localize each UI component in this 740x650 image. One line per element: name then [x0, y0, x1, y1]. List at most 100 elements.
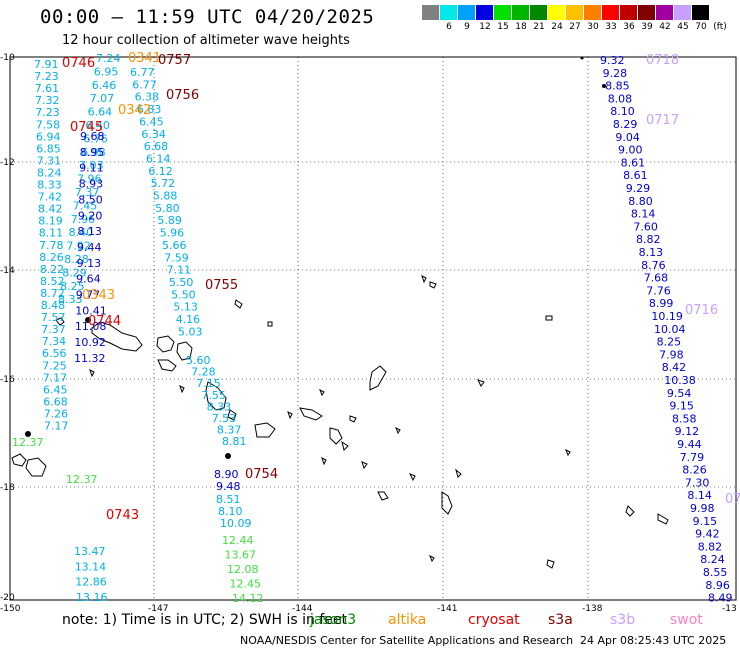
wave-height-value: 8.26 [682, 464, 707, 477]
wave-height-value: 6.68 [144, 140, 169, 153]
wave-height-value: 6.46 [92, 79, 117, 92]
wave-height-value: 7.26 [44, 408, 68, 421]
wave-height-value: 7.11 [167, 264, 192, 277]
wave-height-value: 6.45 [139, 115, 164, 128]
y-tick-label: -10 [0, 53, 15, 63]
island [179, 385, 185, 394]
wave-height-value: 7.59 [164, 251, 189, 264]
legend-swatch [548, 5, 565, 20]
wave-height-value: 12.44 [222, 534, 254, 547]
wave-height-value: 8.11 [39, 227, 64, 240]
wave-height-value: 5.66 [162, 239, 187, 252]
pass-time-label: 0342 [118, 103, 151, 118]
wave-height-value: 8.93 [79, 178, 104, 191]
wave-height-value: 7.68 [644, 272, 669, 285]
wave-height-value: 13.47 [74, 545, 106, 558]
wave-height-value: 8.95 [80, 146, 105, 159]
wave-height-value: 7.28 [191, 366, 216, 379]
island [234, 299, 243, 309]
wave-height-value: 5.03 [178, 325, 203, 338]
island [545, 315, 553, 321]
wave-height-value: 6.68 [43, 395, 68, 408]
wave-height-value: 8.76 [641, 259, 666, 272]
wave-height-value: 7.17 [43, 371, 67, 384]
legend-label: 30 [587, 22, 599, 32]
wave-height-value: 6.94 [36, 130, 61, 143]
x-tick-labels: -150 -147 -144 -141 -138 -13 [0, 604, 737, 614]
wave-height-value: 6.64 [88, 106, 113, 119]
island [421, 275, 427, 284]
wave-height-value: 8.72 [40, 287, 65, 300]
pass-time-label: 0716 [685, 303, 718, 318]
island [349, 415, 357, 423]
wave-height-value: 8.80 [628, 195, 653, 208]
wave-height-value: 9.15 [693, 515, 718, 528]
wave-height-value: 8.37 [217, 424, 242, 437]
wave-height-value: 7.92 [66, 240, 91, 253]
x-tick-label: -141 [437, 604, 457, 614]
wave-height-value: 8.48 [41, 299, 65, 312]
island [321, 457, 327, 466]
island [25, 457, 47, 477]
island [546, 559, 555, 569]
wave-height-value: 9.98 [690, 502, 715, 515]
pass-time-label: 0718 [646, 53, 679, 68]
y-tick-label: -14 [0, 266, 15, 276]
wave-height-value: 9.42 [695, 528, 720, 541]
wave-height-value: 8.33 [37, 179, 62, 192]
wave-height-value: 7.23 [35, 106, 60, 119]
island-dot [580, 56, 584, 60]
wave-height-value: 6.14 [146, 152, 171, 165]
wave-height-value: 8.14 [631, 208, 656, 221]
island-dot [85, 317, 91, 323]
x-tick-label: -13 [722, 604, 737, 614]
wave-height-value: 8.13 [77, 225, 102, 238]
wave-height-value: 7.79 [680, 451, 705, 464]
wave-height-value: 9.28 [603, 67, 628, 80]
wave-height-value: 8.22 [40, 263, 64, 276]
wave-height-value: 8.13 [639, 246, 664, 259]
wave-height-value: 9.13 [77, 257, 102, 270]
wave-height-value: 7.53 [212, 412, 237, 425]
legend-label: 42 [659, 22, 671, 32]
island [341, 440, 349, 451]
wave-height-value: 5.72 [151, 177, 176, 190]
map-subtitle: 12 hour collection of altimeter wave hei… [62, 33, 350, 48]
island [299, 407, 323, 421]
wave-height-value: 12.37 [12, 436, 44, 449]
wave-height-value: 10.19 [651, 310, 683, 323]
island [55, 317, 65, 326]
island-outlines [11, 275, 669, 569]
y-tick-label: -16 [0, 375, 15, 385]
pass-time-label: 0743 [106, 508, 139, 523]
pass-time-label: 07 [725, 492, 740, 507]
wave-height-value: 8.08 [608, 92, 633, 105]
legend-label: 39 [641, 22, 653, 32]
legend-swatch [566, 5, 583, 20]
pass-time-label: 0746 [62, 56, 95, 71]
wave-height-value: 9.04 [615, 131, 640, 144]
x-tick-label: -147 [148, 604, 168, 614]
wave-height-value: 8.51 [216, 493, 241, 506]
wave-height-value: 6.40 [85, 119, 110, 132]
y-tick-label: -12 [0, 158, 15, 168]
wave-height-value: 9.54 [667, 387, 692, 400]
wave-height-value: 9.11 [79, 162, 104, 175]
mission-label: s3b [610, 612, 636, 628]
wave-height-value: 14.12 [232, 592, 264, 605]
pass-time-label: 0717 [646, 113, 679, 128]
wave-height-value: 8.52 [40, 275, 65, 288]
wave-height-value: 9.12 [675, 425, 700, 438]
wave-height-value: 9.77 [76, 289, 101, 302]
wave-height-value: 5.88 [153, 190, 178, 203]
island [329, 427, 343, 445]
credit-line: NOAA/NESDIS Center for Satellite Applica… [240, 634, 574, 647]
legend-label: 27 [569, 22, 581, 32]
legend-swatch [674, 5, 691, 20]
map-frame [9, 56, 737, 601]
wave-height-value: 6.85 [36, 142, 61, 155]
island [441, 491, 453, 515]
wave-height-value: 10.92 [74, 336, 106, 349]
wave-height-value: 6.45 [43, 383, 68, 396]
pass-time-label: 0755 [205, 278, 238, 293]
